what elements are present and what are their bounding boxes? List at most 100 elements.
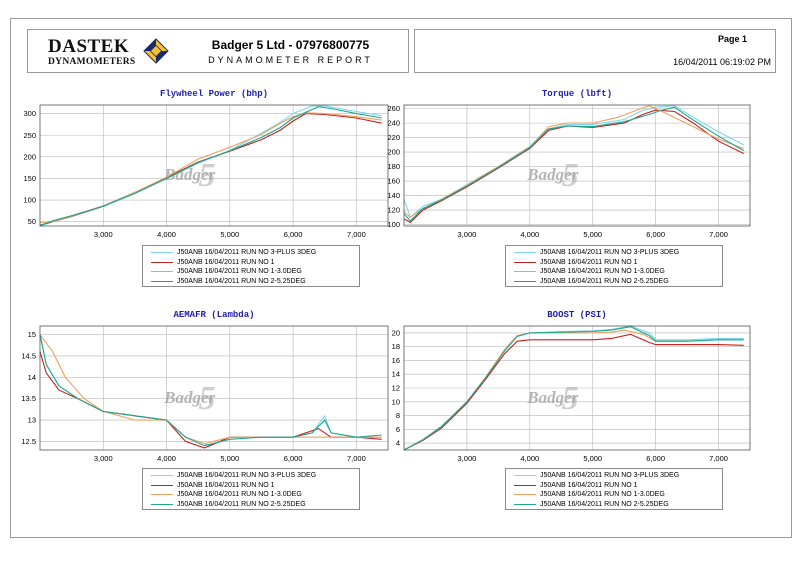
report-date: 16/04/2011 06:19:02 PM — [673, 57, 771, 67]
x-tick-label: 4,000 — [520, 230, 539, 239]
legend-label: J50ANB 16/04/2011 RUN NO 1 — [177, 481, 275, 489]
watermark-text: Badger — [163, 165, 215, 184]
chart-legend: J50ANB 16/04/2011 RUN NO 3-PLUS 3DEG J50A… — [142, 468, 360, 510]
legend-entry: J50ANB 16/04/2011 RUN NO 1-3.0DEG — [514, 267, 722, 277]
report-header: DASTEK DYNAMOMETERS Badger 5 Ltd - 07976… — [27, 29, 409, 73]
watermark-text: Badger — [526, 165, 578, 184]
x-tick-label: 5,000 — [583, 230, 602, 239]
x-tick-label: 4,000 — [157, 230, 176, 239]
legend-swatch — [514, 503, 536, 505]
x-tick-label: 3,000 — [458, 230, 477, 239]
watermark-text: Badger — [526, 388, 578, 407]
x-tick-label: 7,000 — [709, 230, 728, 239]
dastek-logo-icon — [143, 38, 169, 64]
series-line-3 — [403, 106, 744, 222]
legend-swatch — [514, 280, 536, 282]
legend-entry: J50ANB 16/04/2011 RUN NO 2-5.25DEG — [151, 277, 359, 287]
watermark-digit: 5 — [199, 157, 216, 194]
company-name: Badger 5 Ltd - 07976800775 — [211, 38, 370, 52]
plot-frame — [403, 104, 751, 227]
plot-frame — [39, 325, 389, 451]
legend-entry: J50ANB 16/04/2011 RUN NO 1 — [514, 258, 722, 268]
legend-label: J50ANB 16/04/2011 RUN NO 3-PLUS 3DEG — [177, 472, 317, 479]
watermark-digit: 5 — [199, 380, 216, 417]
y-tick-label: 150 — [23, 174, 36, 183]
chart-title: Torque (lbft) — [541, 89, 613, 99]
y-tick-label: 250 — [23, 131, 36, 140]
legend-label: J50ANB 16/04/2011 RUN NO 2-5.25DEG — [540, 277, 669, 285]
y-tick-label: 14 — [28, 373, 36, 382]
legend-entry: J50ANB 16/04/2011 RUN NO 2-5.25DEG — [514, 277, 722, 287]
legend-label: J50ANB 16/04/2011 RUN NO 3-PLUS 3DEG — [540, 472, 680, 479]
y-tick-label: 12.5 — [21, 437, 36, 446]
legend-label: J50ANB 16/04/2011 RUN NO 1-3.0DEG — [177, 491, 302, 498]
x-tick-label: 4,000 — [157, 454, 176, 463]
series-line-1 — [403, 333, 744, 451]
legend-label: J50ANB 16/04/2011 RUN NO 2-5.25DEG — [540, 500, 669, 508]
y-tick-label: 200 — [23, 152, 36, 161]
chart-title: Flywheel Power (bhp) — [159, 89, 269, 99]
legend-swatch — [514, 261, 536, 263]
y-tick-label: 15 — [28, 330, 36, 339]
y-tick-label: 200 — [387, 148, 400, 157]
watermark-digit: 5 — [562, 380, 579, 417]
chart-title: BOOST (PSI) — [547, 310, 607, 320]
legend-swatch — [151, 484, 173, 486]
legend-entry: J50ANB 16/04/2011 RUN NO 3-PLUS 3DEG — [514, 471, 722, 481]
legend-entry: J50ANB 16/04/2011 RUN NO 2-5.25DEG — [514, 500, 722, 510]
logo-subtitle: DYNAMOMETERS — [48, 57, 136, 67]
report-title: DYNAMOMETER REPORT — [208, 55, 373, 65]
y-tick-label: 50 — [28, 217, 36, 226]
y-tick-label: 14.5 — [21, 351, 36, 360]
series-line-3 — [39, 334, 382, 447]
x-tick-label: 7,000 — [347, 454, 366, 463]
logo-wordmark: DASTEK — [48, 36, 130, 57]
legend-label: J50ANB 16/04/2011 RUN NO 1-3.0DEG — [540, 268, 665, 275]
y-tick-label: 140 — [387, 191, 400, 200]
legend-label: J50ANB 16/04/2011 RUN NO 1 — [540, 481, 638, 489]
legend-swatch — [151, 280, 173, 282]
chart-legend: J50ANB 16/04/2011 RUN NO 3-PLUS 3DEG J50A… — [505, 468, 723, 510]
watermark-digit: 5 — [562, 157, 579, 194]
y-tick-label: 20 — [392, 328, 400, 337]
y-tick-label: 160 — [387, 177, 400, 186]
plot-frame — [39, 104, 389, 227]
x-tick-label: 5,000 — [220, 454, 239, 463]
line-chart: 3,000 4,000 5,000 6,000 7,000 100 120 140 160 180… — [387, 104, 751, 239]
legend-label: J50ANB 16/04/2011 RUN NO 3-PLUS 3DEG — [540, 249, 680, 256]
legend-label: J50ANB 16/04/2011 RUN NO 1-3.0DEG — [177, 268, 302, 275]
y-tick-label: 18 — [392, 342, 400, 351]
legend-label: J50ANB 16/04/2011 RUN NO 3-PLUS 3DEG — [177, 249, 317, 256]
y-tick-label: 180 — [387, 162, 400, 171]
y-tick-label: 240 — [387, 119, 400, 128]
x-tick-label: 6,000 — [646, 230, 665, 239]
line-chart: 3,000 4,000 5,000 6,000 7,000 12.5 13 13.5 14 14.… — [21, 325, 389, 463]
x-tick-label: 7,000 — [709, 454, 728, 463]
legend-entry: J50ANB 16/04/2011 RUN NO 1 — [151, 258, 359, 268]
legend-entry: J50ANB 16/04/2011 RUN NO 1 — [151, 481, 359, 491]
y-tick-label: 13 — [28, 416, 36, 425]
y-tick-label: 260 — [387, 104, 400, 113]
legend-entry: J50ANB 16/04/2011 RUN NO 1-3.0DEG — [151, 490, 359, 500]
y-tick-label: 8 — [396, 411, 400, 420]
chart-title: AEMAFR (Lambda) — [173, 310, 255, 320]
x-tick-label: 5,000 — [220, 230, 239, 239]
chart-legend: J50ANB 16/04/2011 RUN NO 3-PLUS 3DEG J50A… — [505, 245, 723, 287]
page-number: Page 1 — [717, 34, 747, 44]
legend-swatch — [514, 271, 536, 273]
series-line-1 — [39, 351, 382, 449]
plot-frame — [403, 325, 751, 451]
x-tick-label: 5,000 — [583, 454, 602, 463]
report-page — [10, 18, 792, 538]
series-line-2 — [39, 334, 382, 445]
x-tick-label: 6,000 — [646, 454, 665, 463]
legend-label: J50ANB 16/04/2011 RUN NO 2-5.25DEG — [177, 500, 306, 508]
y-tick-label: 14 — [392, 370, 400, 379]
series-line-3 — [39, 106, 382, 227]
legend-swatch — [151, 475, 173, 477]
watermark-text: Badger — [163, 388, 215, 407]
x-tick-label: 3,000 — [94, 230, 113, 239]
legend-label: J50ANB 16/04/2011 RUN NO 1 — [540, 258, 638, 266]
legend-entry: J50ANB 16/04/2011 RUN NO 2-5.25DEG — [151, 500, 359, 510]
y-tick-label: 220 — [387, 133, 400, 142]
